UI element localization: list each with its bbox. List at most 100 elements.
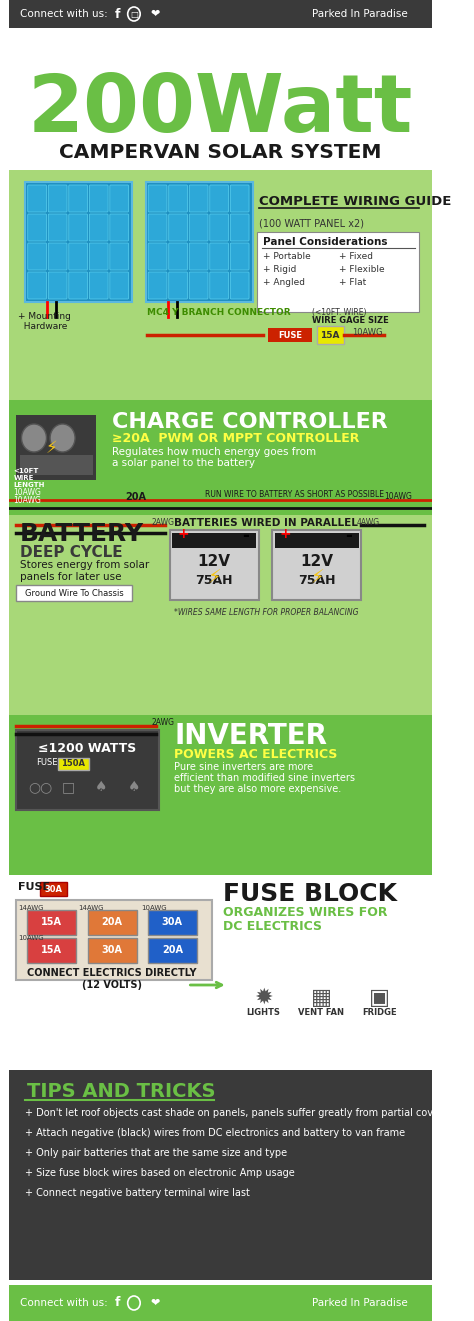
- Text: ≥20A  PWM OR MPPT CONTROLLER: ≥20A PWM OR MPPT CONTROLLER: [112, 432, 359, 445]
- Text: Regulates how much energy goes from: Regulates how much energy goes from: [112, 446, 316, 457]
- Text: INVERTER: INVERTER: [174, 723, 327, 750]
- Text: ❤: ❤: [150, 9, 159, 18]
- FancyBboxPatch shape: [210, 243, 228, 269]
- FancyBboxPatch shape: [230, 185, 249, 211]
- Text: ♠: ♠: [95, 779, 107, 794]
- Text: 15A: 15A: [40, 945, 62, 955]
- Text: Connect with us:: Connect with us:: [20, 1299, 108, 1308]
- FancyBboxPatch shape: [210, 272, 228, 299]
- Text: a solar panel to the battery: a solar panel to the battery: [112, 458, 255, 468]
- Text: Parked In Paradise: Parked In Paradise: [312, 9, 408, 18]
- Text: 30A: 30A: [101, 945, 122, 955]
- Text: + Rigid: + Rigid: [264, 266, 297, 273]
- Text: 10AWG: 10AWG: [353, 328, 383, 337]
- Text: FRIDGE: FRIDGE: [362, 1008, 397, 1017]
- Bar: [88, 938, 137, 963]
- Bar: [9, 1070, 432, 1280]
- Text: but they are also more expensive.: but they are also more expensive.: [174, 783, 341, 794]
- Text: -: -: [242, 527, 249, 546]
- Text: <10FT
WIRE
LENGTH: <10FT WIRE LENGTH: [13, 468, 45, 487]
- Text: f: f: [114, 1296, 120, 1309]
- Bar: [27, 910, 76, 935]
- FancyBboxPatch shape: [89, 243, 108, 269]
- Bar: [9, 400, 432, 560]
- Bar: [9, 1285, 432, 1321]
- Text: 75AH: 75AH: [195, 573, 233, 587]
- Text: (100 WATT PANEL x2): (100 WATT PANEL x2): [259, 218, 364, 229]
- FancyBboxPatch shape: [69, 214, 88, 240]
- FancyBboxPatch shape: [89, 214, 108, 240]
- Circle shape: [50, 424, 75, 452]
- Text: MC4 Y BRANCH CONNECTOR: MC4 Y BRANCH CONNECTOR: [147, 308, 291, 317]
- Text: Pure sine inverters are more: Pure sine inverters are more: [174, 762, 313, 771]
- Text: ✹: ✹: [254, 988, 273, 1008]
- FancyBboxPatch shape: [148, 185, 167, 211]
- Text: ≤1200 WATTS: ≤1200 WATTS: [38, 742, 137, 756]
- Text: 200Watt: 200Watt: [28, 71, 413, 149]
- Text: VENT FAN: VENT FAN: [298, 1008, 344, 1017]
- FancyBboxPatch shape: [230, 214, 249, 240]
- FancyBboxPatch shape: [48, 272, 67, 299]
- FancyBboxPatch shape: [210, 185, 228, 211]
- Text: + Angled: + Angled: [264, 277, 305, 287]
- Text: RUN WIRE TO BATTERY AS SHORT AS POSSIBLE: RUN WIRE TO BATTERY AS SHORT AS POSSIBLE: [205, 490, 384, 499]
- FancyBboxPatch shape: [230, 272, 249, 299]
- Bar: [16, 731, 159, 810]
- Text: +: +: [177, 527, 189, 542]
- FancyBboxPatch shape: [89, 272, 108, 299]
- Text: ⚡: ⚡: [310, 568, 324, 587]
- Bar: [16, 585, 132, 601]
- Bar: [148, 938, 197, 963]
- Text: + Only pair batteries that are the same size and type: + Only pair batteries that are the same …: [25, 1148, 287, 1159]
- FancyBboxPatch shape: [28, 214, 46, 240]
- Text: DC ELECTRICS: DC ELECTRICS: [223, 919, 322, 933]
- Bar: [25, 182, 132, 303]
- Text: FUSE BLOCK: FUSE BLOCK: [223, 882, 397, 906]
- Text: ▣: ▣: [369, 988, 390, 1008]
- Text: COMPLETE WIRING GUIDE: COMPLETE WIRING GUIDE: [259, 196, 451, 207]
- FancyBboxPatch shape: [230, 243, 249, 269]
- FancyBboxPatch shape: [110, 243, 128, 269]
- Text: FUSE: FUSE: [278, 330, 302, 339]
- Text: LIGHTS: LIGHTS: [246, 1008, 280, 1017]
- Text: Stores energy from solar: Stores energy from solar: [20, 560, 149, 569]
- Bar: [40, 882, 67, 896]
- Text: + Connect negative battery terminal wire last: + Connect negative battery terminal wire…: [25, 1188, 250, 1198]
- FancyBboxPatch shape: [189, 185, 208, 211]
- FancyBboxPatch shape: [148, 272, 167, 299]
- Text: + Attach negative (black) wires from DC electronics and battery to van frame: + Attach negative (black) wires from DC …: [25, 1128, 405, 1137]
- Text: TIPS AND TRICKS: TIPS AND TRICKS: [27, 1082, 215, 1100]
- Text: CAMPERVAN SOLAR SYSTEM: CAMPERVAN SOLAR SYSTEM: [59, 143, 382, 161]
- Text: ⚡: ⚡: [207, 568, 221, 587]
- Text: 30A: 30A: [45, 885, 63, 893]
- Bar: [9, 515, 432, 715]
- Bar: [268, 328, 312, 342]
- Text: Ground Wire To Chassis: Ground Wire To Chassis: [25, 588, 124, 597]
- Text: + Portable: + Portable: [264, 252, 311, 262]
- Text: ♠: ♠: [128, 779, 140, 794]
- Text: panels for later use: panels for later use: [20, 572, 121, 583]
- Text: 20A: 20A: [125, 491, 146, 502]
- Text: 10AWG: 10AWG: [384, 491, 411, 501]
- Text: + Flexible: + Flexible: [339, 266, 385, 273]
- FancyBboxPatch shape: [169, 214, 188, 240]
- FancyBboxPatch shape: [189, 214, 208, 240]
- Text: POWERS AC ELECTRICS: POWERS AC ELECTRICS: [174, 748, 337, 761]
- Text: Connect with us:: Connect with us:: [20, 9, 108, 18]
- Text: -: -: [345, 527, 352, 546]
- FancyBboxPatch shape: [48, 185, 67, 211]
- Bar: [173, 532, 256, 548]
- Text: CONNECT ELECTRICS DIRECTLY
(12 VOLTS): CONNECT ELECTRICS DIRECTLY (12 VOLTS): [27, 968, 196, 989]
- Text: (<10FT. WIRE): (<10FT. WIRE): [312, 308, 367, 317]
- Text: 75AH: 75AH: [298, 573, 336, 587]
- Bar: [272, 530, 362, 600]
- FancyBboxPatch shape: [169, 243, 188, 269]
- FancyBboxPatch shape: [169, 272, 188, 299]
- Bar: [88, 910, 137, 935]
- Text: f: f: [114, 8, 120, 21]
- Bar: [9, 170, 432, 400]
- Text: CHARGE CONTROLLER: CHARGE CONTROLLER: [112, 412, 387, 432]
- Bar: [148, 910, 197, 935]
- Bar: [16, 900, 212, 980]
- FancyBboxPatch shape: [110, 272, 128, 299]
